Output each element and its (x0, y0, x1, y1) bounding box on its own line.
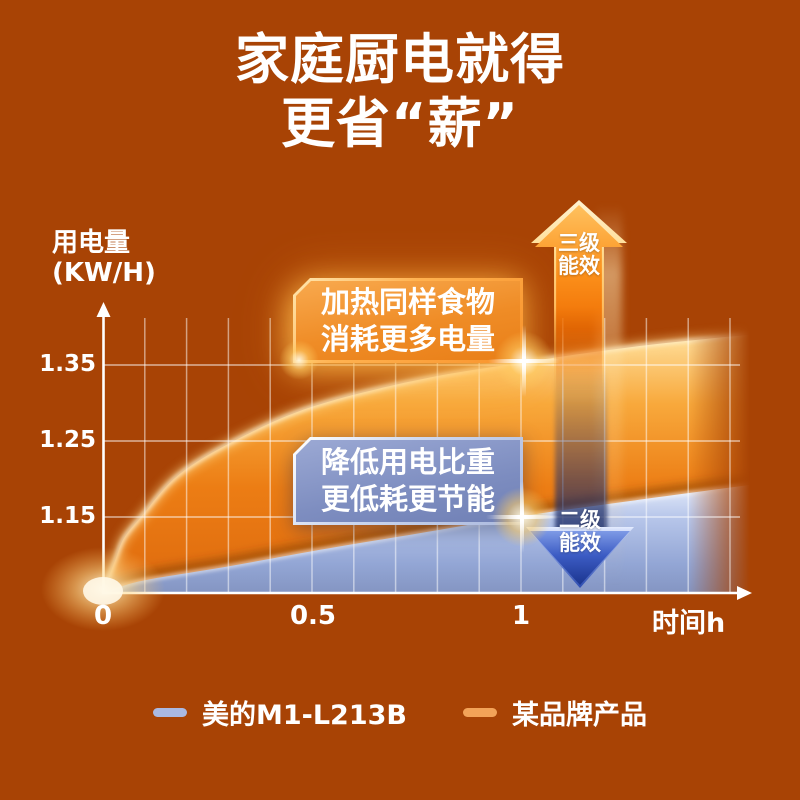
callout-midea: 降低用电比重 更低耗更节能 (293, 437, 523, 525)
legend-swatch-competitor-icon (463, 707, 497, 717)
legend-swatch-midea-icon (152, 707, 187, 717)
y-tick-1-35: 1.35 (39, 351, 96, 377)
callout-competitor-line2: 消耗更多电量 (320, 321, 495, 356)
y-axis-title: 用电量 (KW/H) (52, 228, 156, 288)
legend-item-competitor: 某品牌产品 (463, 693, 647, 732)
callout-midea-line1: 降低用电比重 (320, 445, 495, 479)
legend-item-midea: 美的M1-L213B (152, 693, 407, 732)
down-arrow-trail (555, 366, 607, 532)
down-arrow-label-line2: 能效 (559, 531, 601, 555)
x-tick-0: 0 (93, 601, 113, 631)
legend-label-competitor: 某品牌产品 (512, 699, 647, 731)
up-arrow-label-line1: 三级 (558, 231, 600, 255)
sparkle-glow (279, 340, 319, 380)
legend: 美的M1-L213B 某品牌产品 (0, 693, 800, 732)
callout-midea-body: 降低用电比重 更低耗更节能 (296, 440, 520, 522)
sparkle-ray (522, 325, 526, 397)
page-title-line1: 家庭厨电就得 (235, 28, 565, 91)
up-arrow-label-line2: 能效 (558, 254, 600, 278)
x-axis-title: 时间h (652, 608, 726, 639)
x-tick-1: 1 (511, 601, 531, 631)
y-tick-1-15: 1.15 (39, 503, 96, 529)
down-arrow-icon: 二级 能效 (526, 366, 634, 588)
up-arrow-label: 三级 能效 (531, 232, 627, 278)
callout-competitor: 加热同样食物 消耗更多电量 (293, 278, 523, 363)
x-tick-0-5: 0.5 (289, 601, 337, 631)
callout-midea-line2: 更低耗更节能 (320, 482, 495, 516)
page-title-line2: 更省“薪” (281, 92, 519, 155)
y-tick-1-25: 1.25 (39, 427, 96, 453)
y-axis-title-line2: (KW/H) (52, 258, 156, 288)
down-arrow-label: 二级 能效 (526, 509, 634, 555)
callout-competitor-line1: 加热同样食物 (320, 284, 495, 319)
sparkle-ray (520, 481, 524, 553)
y-axis-title-line1: 用电量 (52, 228, 131, 258)
callout-competitor-body: 加热同样食物 消耗更多电量 (296, 281, 520, 360)
legend-label-midea: 美的M1-L213B (201, 699, 407, 731)
page-title: 家庭厨电就得 更省“薪” (0, 28, 800, 156)
down-arrow-label-line1: 二级 (559, 508, 601, 532)
